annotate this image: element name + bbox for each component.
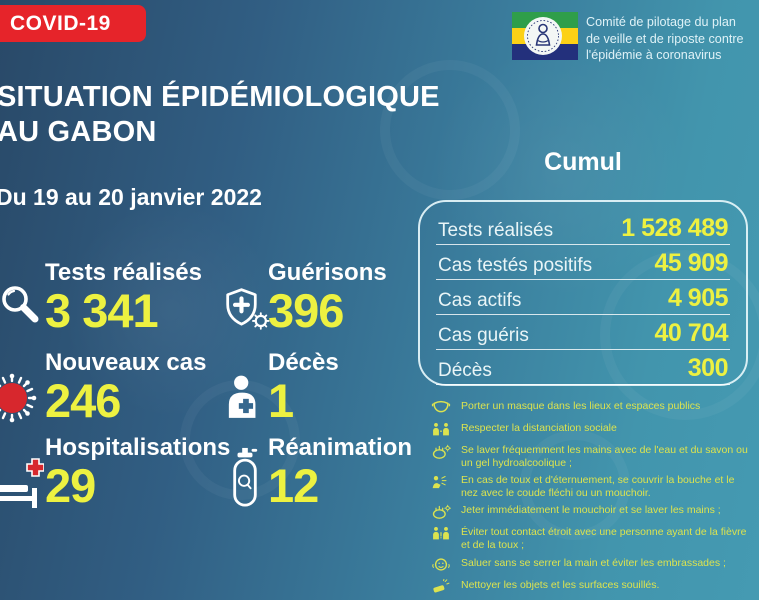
cumul-row-label: Tests réalisés	[438, 220, 554, 241]
hand-wash-icon	[431, 443, 452, 461]
cumul-title: Cumul	[544, 148, 622, 176]
stat-label: Nouveaux cas	[45, 349, 207, 376]
prevention-guidelines: Porter un masque dans les lieux et espac…	[431, 400, 751, 596]
guideline-item: Se laver fréquemment les mains avec de l…	[431, 444, 751, 469]
cough-elbow-icon	[431, 473, 451, 491]
cumul-row: Cas testés positifs 45 909	[436, 245, 730, 280]
stat-value: 12	[268, 459, 319, 512]
guideline-item: En cas de toux et d'éternuement, se couv…	[431, 474, 751, 499]
covid19-badge-label: COVID-19	[10, 11, 111, 35]
guideline-text: Saluer sans se serrer la main et éviter …	[461, 556, 726, 569]
guideline-text: Porter un masque dans les lieux et espac…	[461, 400, 701, 412]
hospital-bed-icon	[0, 457, 45, 516]
stat-deces: Décès 1	[226, 348, 456, 424]
org-header: Comité de pilotage du plan de veille et …	[512, 12, 744, 64]
guideline-item: Respecter la distanciation sociale	[431, 422, 751, 439]
stat-reanimation: Réanimation 12	[226, 433, 456, 509]
org-title-line3: l'épidémie à coronavirus	[586, 48, 722, 62]
guideline-text: Se laver fréquemment les mains avec de l…	[461, 444, 748, 469]
stat-value: 29	[45, 459, 96, 512]
cumul-panel: Tests réalisés 1 528 489 Cas testés posi…	[418, 200, 748, 386]
virus-icon	[0, 370, 40, 431]
shield-cross-virus-icon	[222, 286, 272, 337]
gabon-flag-logo	[512, 12, 578, 60]
guideline-text: Nettoyer les objets et les surfaces soui…	[461, 578, 660, 591]
guideline-item: Nettoyer les objets et les surfaces soui…	[431, 578, 751, 596]
stat-label: Guérisons	[268, 259, 387, 286]
clean-surface-icon	[431, 578, 451, 596]
guideline-text: En cas de toux et d'éternuement, se couv…	[461, 474, 735, 499]
mask-icon	[431, 399, 451, 417]
hand-wash-icon	[431, 503, 452, 521]
cumul-row: Tests réalisés 1 528 489	[436, 210, 730, 245]
cumul-row-value: 300	[687, 354, 729, 382]
stat-nouveaux-cas: Nouveaux cas 246	[0, 348, 230, 424]
magnifier-icon	[0, 284, 44, 335]
org-title: Comité de pilotage du plan de veille et …	[586, 12, 744, 64]
stat-label: Hospitalisations	[45, 434, 231, 461]
guideline-item: Éviter tout contact étroit avec une pers…	[431, 526, 751, 551]
greeting-icon	[431, 556, 451, 574]
page-title-line1: SITUATION ÉPIDÉMIOLOGIQUE	[0, 81, 440, 113]
page-title-line2: AU GABON	[0, 116, 157, 148]
cumul-row-label: Cas actifs	[438, 290, 522, 311]
guideline-text: Éviter tout contact étroit avec une pers…	[461, 526, 747, 551]
stat-label: Réanimation	[268, 434, 413, 461]
oxygen-tank-icon	[230, 447, 260, 512]
cumul-row-label: Cas guéris	[438, 325, 529, 346]
org-title-line1: Comité de pilotage du plan	[586, 15, 736, 29]
cumul-row: Cas guéris 40 704	[436, 315, 730, 350]
guideline-item: Jeter immédiatement le mouchoir et se la…	[431, 504, 751, 521]
guideline-item: Saluer sans se serrer la main et éviter …	[431, 557, 751, 574]
stat-label: Tests réalisés	[45, 259, 202, 286]
cumul-row-value: 4 905	[667, 284, 729, 312]
reporting-period: Du 19 au 20 janvier 2022	[0, 184, 262, 210]
stat-label: Décès	[268, 349, 339, 376]
guideline-text: Jeter immédiatement le mouchoir et se la…	[461, 504, 721, 517]
stat-value: 3 341	[45, 284, 159, 337]
cumul-row-label: Cas testés positifs	[438, 255, 593, 276]
person-cross-icon	[226, 374, 264, 423]
avoid-contact-icon	[431, 525, 451, 543]
page-title: SITUATION ÉPIDÉMIOLOGIQUE AU GABON	[0, 80, 440, 150]
stat-hospitalisations: Hospitalisations 29	[0, 433, 230, 509]
guideline-item: Porter un masque dans les lieux et espac…	[431, 400, 751, 417]
cumul-row: Cas actifs 4 905	[436, 280, 730, 315]
stat-guerisons: Guérisons 396	[226, 258, 456, 334]
cumul-row-label: Décès	[438, 360, 492, 381]
stat-value: 1	[268, 374, 294, 427]
guideline-text: Respecter la distanciation sociale	[461, 422, 617, 434]
cumul-row: Décès 300	[436, 350, 730, 385]
cumul-row-value: 40 704	[654, 319, 729, 347]
cumul-row-value: 1 528 489	[621, 214, 728, 242]
social-distance-icon	[431, 421, 451, 439]
stat-value: 246	[45, 374, 121, 427]
stat-tests-realises: Tests réalisés 3 341	[0, 258, 230, 334]
covid19-badge: COVID-19	[0, 5, 146, 42]
stat-value: 396	[268, 284, 344, 337]
cumul-row-value: 45 909	[654, 249, 729, 277]
org-title-line2: de veille et de riposte contre	[586, 31, 744, 46]
